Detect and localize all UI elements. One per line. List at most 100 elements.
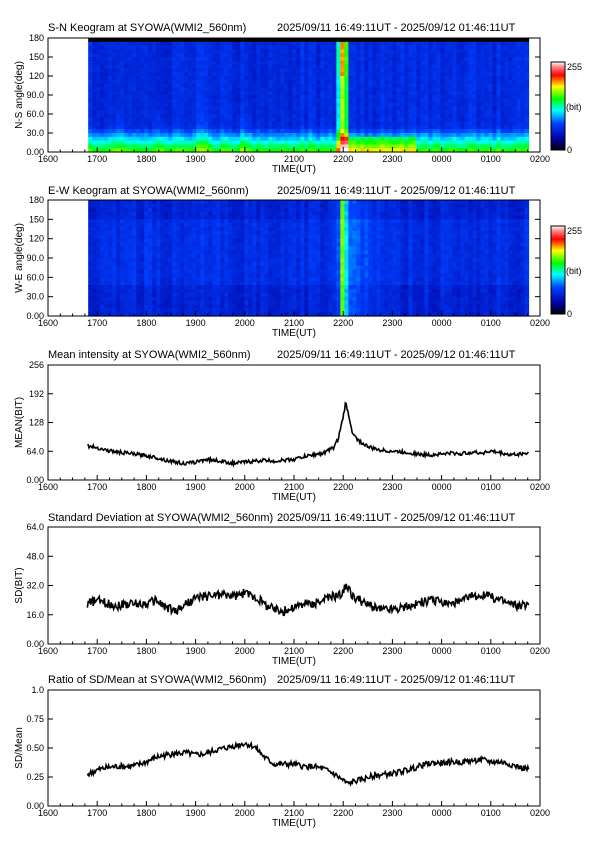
heatmap-cell [260,203,265,209]
heatmap-cell [164,148,169,153]
heatmap-cell [420,49,426,54]
heatmap-cell [168,114,173,119]
heatmap-cell [292,106,297,111]
heatmap-cell [348,140,353,145]
heatmap-cell [136,95,141,100]
heatmap-cell [108,110,113,115]
heatmap-cell [524,41,530,47]
heatmap-cell [288,98,293,104]
heatmap-cell [196,273,201,278]
heatmap-cell [320,76,325,81]
heatmap-cell [92,110,97,115]
heatmap-cell [232,203,237,209]
heatmap-cell [160,292,165,298]
heatmap-cell [180,79,185,85]
heatmap-cell [340,49,345,54]
heatmap-cell [88,265,93,271]
heatmap-cell [136,246,141,251]
heatmap-cell [112,203,117,209]
heatmap-cell [476,76,482,81]
heatmap-cell [132,265,137,271]
heatmap-cell [524,117,530,123]
heatmap-cell [212,68,217,73]
heatmap-cell [228,246,233,251]
heatmap-cell [208,49,213,54]
heatmap-cell [208,223,213,228]
heatmap-cell [220,102,225,107]
heatmap-cell [120,308,125,313]
heatmap-cell [500,102,506,107]
heatmap-cell [116,312,121,317]
heatmap-cell [208,133,213,138]
heatmap-cell [152,57,157,62]
heatmap-cell [248,265,253,271]
heatmap-cell [88,79,93,85]
heatmap-cell [332,148,337,153]
heatmap-cell [204,53,209,58]
heatmap-cell [152,102,157,107]
heatmap-cell [236,238,241,244]
heatmap-cell [416,136,422,142]
heatmap-cell [260,288,265,294]
heatmap-cell [108,296,113,302]
heatmap-cell [152,269,157,275]
heatmap-cell [264,207,269,213]
heatmap-cell [420,60,426,66]
heatmap-cell [124,49,129,54]
heatmap-cell [212,281,217,286]
heatmap-cell [244,83,249,88]
heatmap-cell [208,300,213,305]
heatmap-cell [304,38,309,43]
heatmap-cell [212,207,217,213]
heatmap-cell [432,72,438,77]
heatmap-cell [240,234,245,240]
heatmap-cell [376,95,381,100]
heatmap-cell [236,211,241,217]
heatmap-cell [92,49,97,54]
heatmap-cell [184,95,189,100]
heatmap-cell [460,60,466,66]
heatmap-cell [152,125,157,130]
heatmap-cell [288,273,293,278]
heatmap-cell [196,41,201,47]
heatmap-cell [204,258,209,263]
heatmap-cell [124,64,129,69]
heatmap-cell [192,60,197,66]
heatmap-cell [516,53,522,58]
heatmap-cell [296,258,301,263]
heatmap-cell [140,246,145,251]
heatmap-cell [452,133,458,138]
heatmap-cell [132,79,137,85]
heatmap-cell [168,133,173,138]
heatmap-cell [232,45,237,50]
heatmap-cell [332,79,337,85]
heatmap-cell [276,265,281,271]
heatmap-cell [484,76,490,81]
heatmap-cell [240,125,245,130]
heatmap-cell [516,148,522,153]
heatmap-cell [172,60,177,66]
heatmap-cell [412,133,418,138]
heatmap-cell [124,223,129,228]
heatmap-cell [92,269,97,275]
heatmap-cell [276,79,281,85]
heatmap-cell [216,64,221,69]
heatmap-cell [424,76,430,81]
heatmap-cell [152,68,157,73]
heatmap-cell [420,125,426,130]
heatmap-cell [220,230,225,236]
heatmap-cell [288,64,293,69]
heatmap-cell [236,133,241,138]
heatmap-cell [236,230,241,236]
heatmap-cell [112,254,117,259]
heatmap-cell [168,87,173,92]
heatmap-cell [244,102,249,107]
heatmap-cell [320,95,325,100]
heatmap-cell [344,49,349,54]
heatmap-cell [280,304,285,309]
heatmap-cell [168,38,173,43]
heatmap-cell [120,265,125,271]
heatmap-cell [272,72,277,77]
heatmap-cell [100,203,105,209]
heatmap-cell [152,203,157,209]
